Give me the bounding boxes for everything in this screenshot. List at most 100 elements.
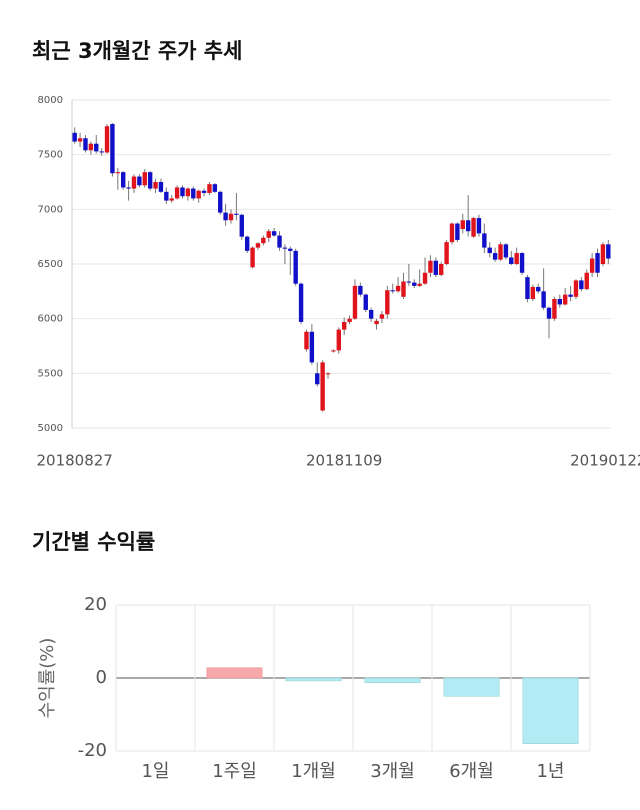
- y-tick-label: 6500: [38, 259, 63, 270]
- y-tick-label: 7500: [38, 150, 63, 161]
- candle-body: [304, 331, 309, 350]
- candle-body: [131, 176, 137, 189]
- candle-body: [390, 290, 395, 292]
- candle-body: [121, 172, 126, 188]
- candle-body: [417, 283, 422, 286]
- candle-body: [595, 253, 600, 273]
- candle-body: [72, 132, 77, 142]
- candle-body: [503, 244, 509, 258]
- candle-body: [606, 244, 611, 259]
- candle-body: [465, 220, 471, 232]
- candle-body: [530, 286, 536, 299]
- candle-body: [207, 184, 212, 193]
- candle-body: [482, 233, 487, 248]
- y-tick-label: 5000: [38, 423, 63, 434]
- candle-body: [83, 138, 88, 151]
- x-tick-label: 1개월: [291, 761, 336, 782]
- candle-body: [412, 282, 417, 286]
- candle-body: [228, 213, 234, 221]
- candle-body: [368, 309, 374, 319]
- candle-body: [541, 291, 546, 308]
- x-tick-label: 3개월: [370, 761, 415, 782]
- y-tick-label: 6000: [38, 314, 63, 325]
- candle-body: [271, 231, 277, 236]
- y-tick-label: -20: [78, 740, 107, 761]
- candle-body: [471, 218, 476, 237]
- candle-body: [250, 247, 255, 268]
- bar: [522, 677, 579, 744]
- bar: [443, 677, 500, 697]
- candle-body: [401, 281, 406, 297]
- candle-body: [99, 151, 104, 153]
- candle-body: [498, 244, 503, 260]
- y-tick-label: 20: [84, 594, 107, 615]
- candle-body: [180, 187, 185, 197]
- candle-body: [379, 314, 385, 319]
- candle-body: [584, 272, 589, 290]
- candle-body: [115, 172, 121, 174]
- y-tick-label: 7000: [38, 204, 63, 215]
- candle-body: [487, 247, 492, 254]
- x-tick-label: 20181109: [306, 452, 382, 470]
- candle-body: [579, 280, 584, 290]
- chart-title: 최근 3개월간 주가 추세: [32, 39, 242, 63]
- candle-body: [600, 244, 606, 264]
- candle-body: [266, 231, 271, 238]
- candle-body: [158, 182, 164, 192]
- candle-body: [460, 220, 465, 230]
- candle-body: [174, 187, 180, 199]
- candle-body: [433, 260, 439, 275]
- candle-body: [444, 242, 449, 264]
- y-tick-label: 0: [96, 667, 107, 688]
- candle-body: [234, 213, 239, 215]
- candle-body: [298, 283, 304, 322]
- x-tick-label: 1주일: [212, 761, 257, 782]
- candle-body: [428, 260, 433, 273]
- candle-body: [239, 214, 244, 237]
- candle-body: [439, 264, 444, 275]
- candle-body: [331, 350, 336, 352]
- candle-body: [476, 218, 482, 234]
- candle-body: [261, 237, 266, 244]
- x-tick-label: 1일: [141, 761, 169, 782]
- x-tick-label: 1년: [536, 761, 564, 782]
- candle-body: [509, 257, 514, 264]
- candle-body: [142, 172, 147, 186]
- candle-body: [395, 285, 401, 292]
- candle-body: [519, 253, 525, 273]
- candle-body: [552, 298, 557, 319]
- candle-body: [196, 190, 201, 199]
- candle-body: [536, 286, 541, 292]
- candle-body: [126, 187, 131, 189]
- candle-body: [514, 253, 519, 264]
- candle-body: [374, 320, 379, 325]
- x-tick-label: 20180827: [37, 452, 113, 470]
- candle-body: [218, 191, 223, 213]
- candle-body: [94, 143, 99, 152]
- candle-body: [309, 331, 315, 363]
- candle-body: [455, 223, 460, 240]
- candle-body: [336, 329, 342, 351]
- x-tick-label: 20190122: [570, 452, 640, 470]
- candle-body: [223, 212, 228, 221]
- bar: [206, 667, 263, 679]
- candle-body: [255, 243, 261, 248]
- chart-title: 기간별 수익률: [32, 530, 155, 554]
- candle-body: [244, 236, 250, 251]
- candle-body: [293, 250, 298, 284]
- candle-body: [363, 294, 368, 310]
- candle-body: [358, 285, 363, 295]
- y-tick-label: 5500: [38, 368, 63, 379]
- candle-body: [282, 247, 288, 249]
- candle-body: [201, 190, 207, 193]
- candle-body: [169, 198, 174, 201]
- candle-body: [341, 321, 347, 330]
- candle-body: [557, 298, 562, 305]
- candle-body: [137, 176, 142, 186]
- candle-body: [164, 191, 169, 201]
- candle-body: [147, 172, 153, 189]
- candle-body: [88, 143, 94, 151]
- candle-body: [153, 182, 158, 189]
- candle-body: [288, 248, 293, 251]
